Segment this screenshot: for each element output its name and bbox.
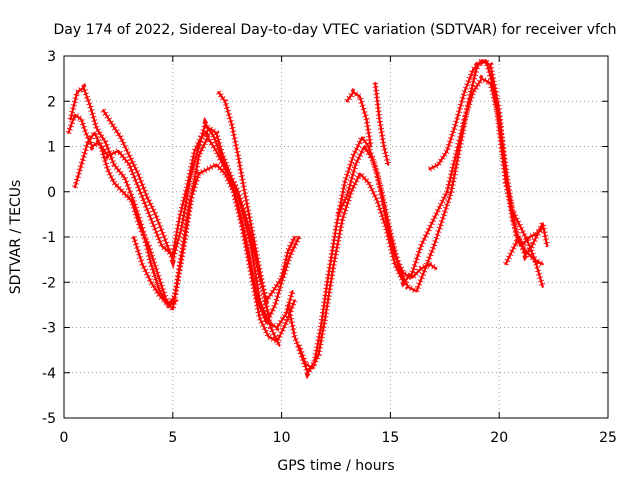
y-tick-label: 2 bbox=[47, 94, 56, 110]
chart-title: Day 174 of 2022, Sidereal Day-to-day VTE… bbox=[53, 22, 616, 38]
series-markers-trace-11 bbox=[372, 82, 392, 166]
y-tick-label: -1 bbox=[42, 230, 56, 246]
y-tick-label: 0 bbox=[47, 185, 56, 201]
axis-ticks: 0 5 10 15 20 25 -5 -4 -3 -2 -1 0 1 2 3 bbox=[42, 49, 617, 446]
x-tick-label: 10 bbox=[273, 430, 291, 446]
series-trace-5 bbox=[132, 235, 179, 306]
series-trace-6 bbox=[217, 91, 281, 347]
series-markers-trace-12 bbox=[428, 56, 546, 288]
series-trace-3 bbox=[73, 131, 296, 343]
x-tick-label: 15 bbox=[381, 430, 399, 446]
y-tick-label: 3 bbox=[47, 49, 56, 65]
series-trace-7 bbox=[287, 136, 438, 374]
data-series bbox=[65, 56, 551, 380]
series-markers-trace-9 bbox=[335, 56, 545, 296]
x-tick-label: 0 bbox=[60, 430, 69, 446]
series-markers-trace-7 bbox=[285, 131, 438, 380]
series-markers-trace-10 bbox=[344, 88, 374, 147]
x-tick-label: 5 bbox=[168, 430, 177, 446]
series-trace-9 bbox=[337, 59, 544, 293]
series-markers-trace-8 bbox=[296, 74, 545, 373]
y-tick-label: -5 bbox=[42, 411, 56, 427]
x-axis-label: GPS time / hours bbox=[277, 458, 394, 474]
series-markers-trace-5 bbox=[130, 236, 179, 309]
y-axis-label: SDTVAR / TECUs bbox=[8, 180, 24, 295]
y-tick-label: 1 bbox=[47, 140, 56, 156]
y-tick-label: -2 bbox=[42, 275, 56, 291]
series-trace-8 bbox=[297, 77, 544, 370]
y-tick-label: -4 bbox=[42, 366, 56, 382]
x-tick-label: 25 bbox=[599, 430, 617, 446]
y-tick-label: -3 bbox=[42, 321, 56, 337]
series-markers-trace-13 bbox=[503, 213, 551, 266]
series-trace-4 bbox=[102, 109, 301, 325]
x-tick-label: 20 bbox=[490, 430, 508, 446]
